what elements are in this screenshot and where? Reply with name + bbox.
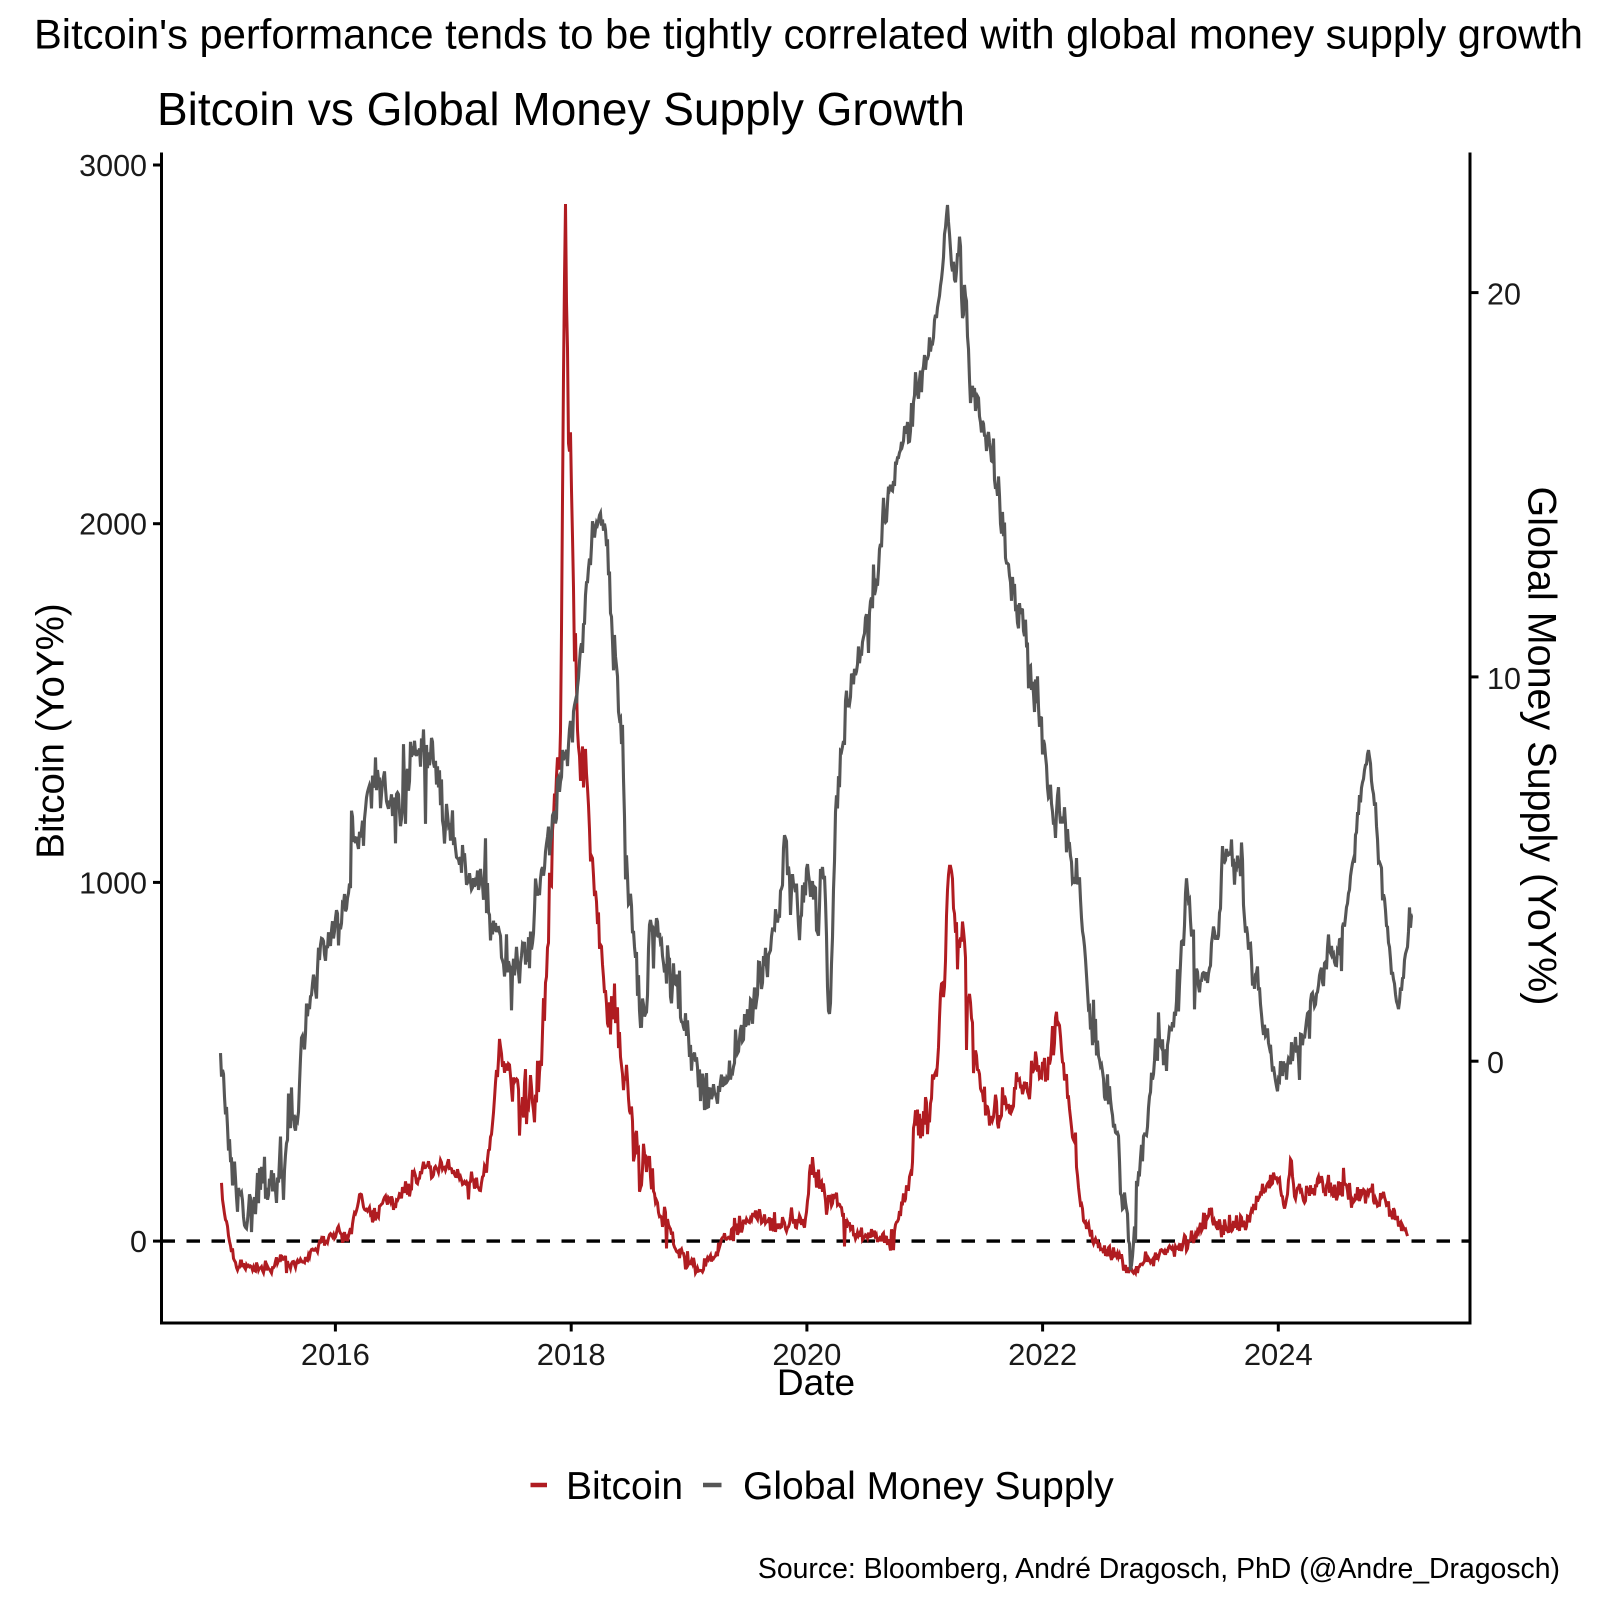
svg-text:0: 0 (1487, 1046, 1504, 1080)
svg-text:2018: 2018 (537, 1337, 606, 1372)
svg-text:Global Money Supply: Global Money Supply (743, 1465, 1114, 1508)
svg-text:Date: Date (777, 1362, 855, 1403)
svg-text:Source: Bloomberg, André Drago: Source: Bloomberg, André Dragosch, PhD (… (758, 1553, 1560, 1585)
svg-text:2016: 2016 (301, 1337, 370, 1372)
svg-text:Bitcoin vs Global Money Supply: Bitcoin vs Global Money Supply Growth (157, 83, 965, 135)
svg-text:20: 20 (1487, 278, 1521, 312)
svg-text:2020: 2020 (772, 1337, 841, 1372)
svg-text:3000: 3000 (79, 149, 147, 183)
svg-text:Global Money Supply (YoY%): Global Money Supply (YoY%) (1520, 487, 1564, 1006)
svg-text:10: 10 (1487, 662, 1521, 696)
svg-text:2024: 2024 (1244, 1337, 1313, 1372)
svg-text:Bitcoin's performance tends to: Bitcoin's performance tends to be tightl… (34, 11, 1583, 58)
svg-text:1000: 1000 (79, 866, 147, 900)
svg-text:0: 0 (130, 1225, 147, 1259)
svg-text:Bitcoin (YoY%): Bitcoin (YoY%) (30, 603, 73, 858)
svg-text:Bitcoin: Bitcoin (566, 1465, 683, 1508)
svg-text:2022: 2022 (1008, 1337, 1077, 1372)
svg-text:2000: 2000 (79, 508, 147, 542)
